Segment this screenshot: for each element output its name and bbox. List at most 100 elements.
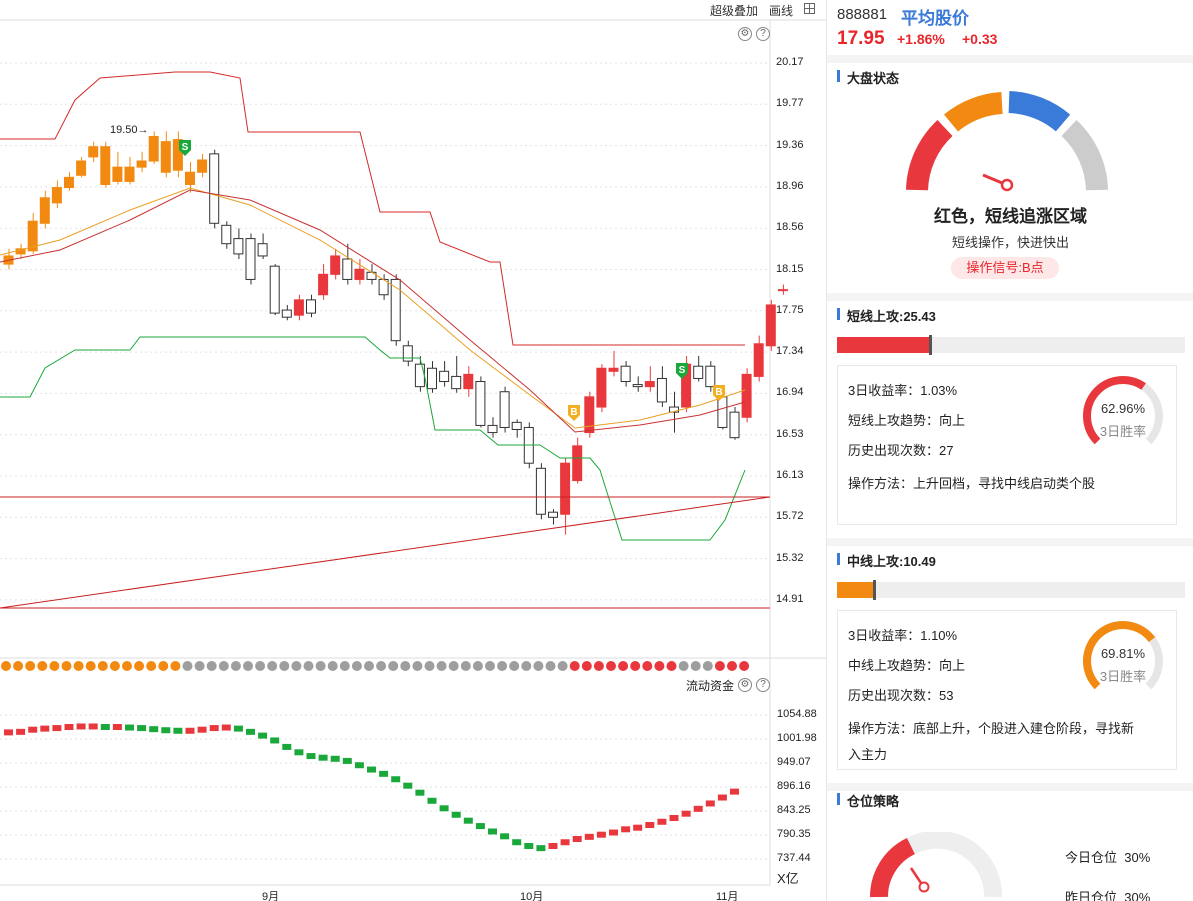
candle-body xyxy=(402,345,413,362)
section-divider xyxy=(827,293,1193,301)
sell-marker-text: S xyxy=(182,142,189,153)
draw-line-button[interactable]: 画线 xyxy=(769,4,794,18)
fund-bar xyxy=(572,836,582,842)
fund-bar xyxy=(427,797,437,804)
price-axis-tick: 19.77 xyxy=(776,97,804,110)
candle-body xyxy=(741,373,752,418)
fund-bar xyxy=(149,726,159,733)
status-dot xyxy=(690,661,701,671)
fund-bar xyxy=(246,728,255,735)
candle-body xyxy=(257,243,268,257)
fund-bar xyxy=(4,729,13,736)
status-dot xyxy=(279,661,290,671)
price-axis-tick: 20.17 xyxy=(776,56,804,68)
status-dot xyxy=(97,661,108,671)
status-dot xyxy=(146,661,157,671)
status-dot xyxy=(303,661,314,671)
price-axis-tick: 18.15 xyxy=(776,262,804,275)
fund-bar xyxy=(633,824,643,831)
candle-body xyxy=(753,343,764,377)
fund-unit: X亿 xyxy=(777,871,799,886)
settings-icon[interactable]: ⚙ xyxy=(738,27,752,41)
status-dot xyxy=(521,661,532,671)
status-dot xyxy=(702,661,713,671)
fund-bar xyxy=(161,727,171,734)
status-dot xyxy=(327,661,338,671)
price-axis-tick: 19.36 xyxy=(776,138,804,151)
candle-body xyxy=(608,367,619,372)
fund-bar xyxy=(64,724,74,730)
candle-body xyxy=(596,367,607,408)
market-advice-text: 短线操作，快进快出 xyxy=(951,235,1069,250)
grid-icon[interactable] xyxy=(804,3,815,14)
mid-stats-box: 3日收益率：1.10% 中线上攻趋势：向上 历史出现次数：53 操作方法：底部上… xyxy=(837,610,1177,770)
status-dot xyxy=(218,661,229,671)
fund-bar xyxy=(137,725,147,732)
candle-body xyxy=(584,396,595,434)
candle-body xyxy=(620,365,631,383)
fund-bar xyxy=(730,788,739,795)
fund-bar xyxy=(318,754,328,761)
fund-bar xyxy=(379,770,389,777)
candle-body xyxy=(669,406,679,413)
status-dot xyxy=(267,661,278,671)
fund-bar xyxy=(512,839,522,846)
candle-body xyxy=(693,365,704,379)
fund-bar xyxy=(524,843,534,849)
short-winrate-label: 3日胜率 xyxy=(1099,424,1147,439)
fund-bar xyxy=(645,822,655,828)
status-dot xyxy=(49,661,60,671)
overlay-button[interactable]: 超级叠加 xyxy=(710,4,759,18)
price-axis-tick: 17.75 xyxy=(776,303,804,316)
candle-body xyxy=(439,370,450,383)
candle-body xyxy=(777,289,788,292)
status-dot xyxy=(497,661,508,671)
price-axis-tick: 18.96 xyxy=(776,179,804,192)
short-method: 操作方法：上升回档，寻找中线启动类个股 xyxy=(848,476,1096,491)
channel-lower xyxy=(0,336,746,541)
status-dot xyxy=(230,661,241,671)
status-dot xyxy=(533,661,544,671)
section-divider xyxy=(827,538,1193,546)
fund-settings-icon[interactable]: ⚙ xyxy=(738,678,752,692)
mid-method-2: 入主力 xyxy=(848,747,888,762)
sell-marker xyxy=(179,140,191,156)
status-dot xyxy=(678,661,689,671)
status-dot xyxy=(412,661,423,671)
help-icon[interactable]: ? xyxy=(756,27,770,41)
mid-attack-bar-cap xyxy=(873,580,877,600)
candle-body xyxy=(366,271,377,280)
status-dot xyxy=(581,661,592,671)
short-attack-bar-cap xyxy=(928,335,932,355)
status-dot xyxy=(593,661,604,671)
fund-bar xyxy=(221,724,231,731)
fund-bar xyxy=(500,833,510,840)
kline-chart-area[interactable]: S S B B 超级叠加 画线 ⚙ ? 20.17 19.77 19.36 18.96 18.… xyxy=(0,0,826,901)
fund-bar xyxy=(560,839,570,846)
operation-signal-badge: 操作信号:B点 xyxy=(951,257,1059,279)
fund-bar xyxy=(596,831,606,838)
fund-bar xyxy=(621,826,631,833)
candle-body xyxy=(209,153,220,224)
analysis-panel: 888881 平均股价 17.95 +1.86% +0.33 大盘状态 红色，短… xyxy=(826,0,1193,901)
status-dot xyxy=(85,661,96,671)
fund-bar xyxy=(28,726,38,733)
fund-bar xyxy=(391,776,401,783)
kline-chart-svg[interactable]: S S B B xyxy=(0,0,826,901)
candle-body xyxy=(705,365,716,388)
buy-marker-text: B xyxy=(570,407,577,418)
fund-bar xyxy=(270,737,280,744)
candle-body xyxy=(354,268,365,280)
status-dot xyxy=(388,661,399,671)
candle-body xyxy=(112,166,123,182)
channel-upper xyxy=(0,71,745,346)
sell-marker-text: S xyxy=(679,365,686,376)
short-attack-title: 短线上攻:25.43 xyxy=(837,306,936,325)
fund-help-icon[interactable]: ? xyxy=(756,678,770,692)
stock-name[interactable]: 平均股价 xyxy=(901,9,969,28)
short-trend: 短线上攻趋势：向上 xyxy=(848,413,966,428)
status-dot xyxy=(61,661,72,671)
fund-bar xyxy=(681,810,691,817)
candle-body xyxy=(560,462,571,515)
fund-bar xyxy=(88,723,98,730)
